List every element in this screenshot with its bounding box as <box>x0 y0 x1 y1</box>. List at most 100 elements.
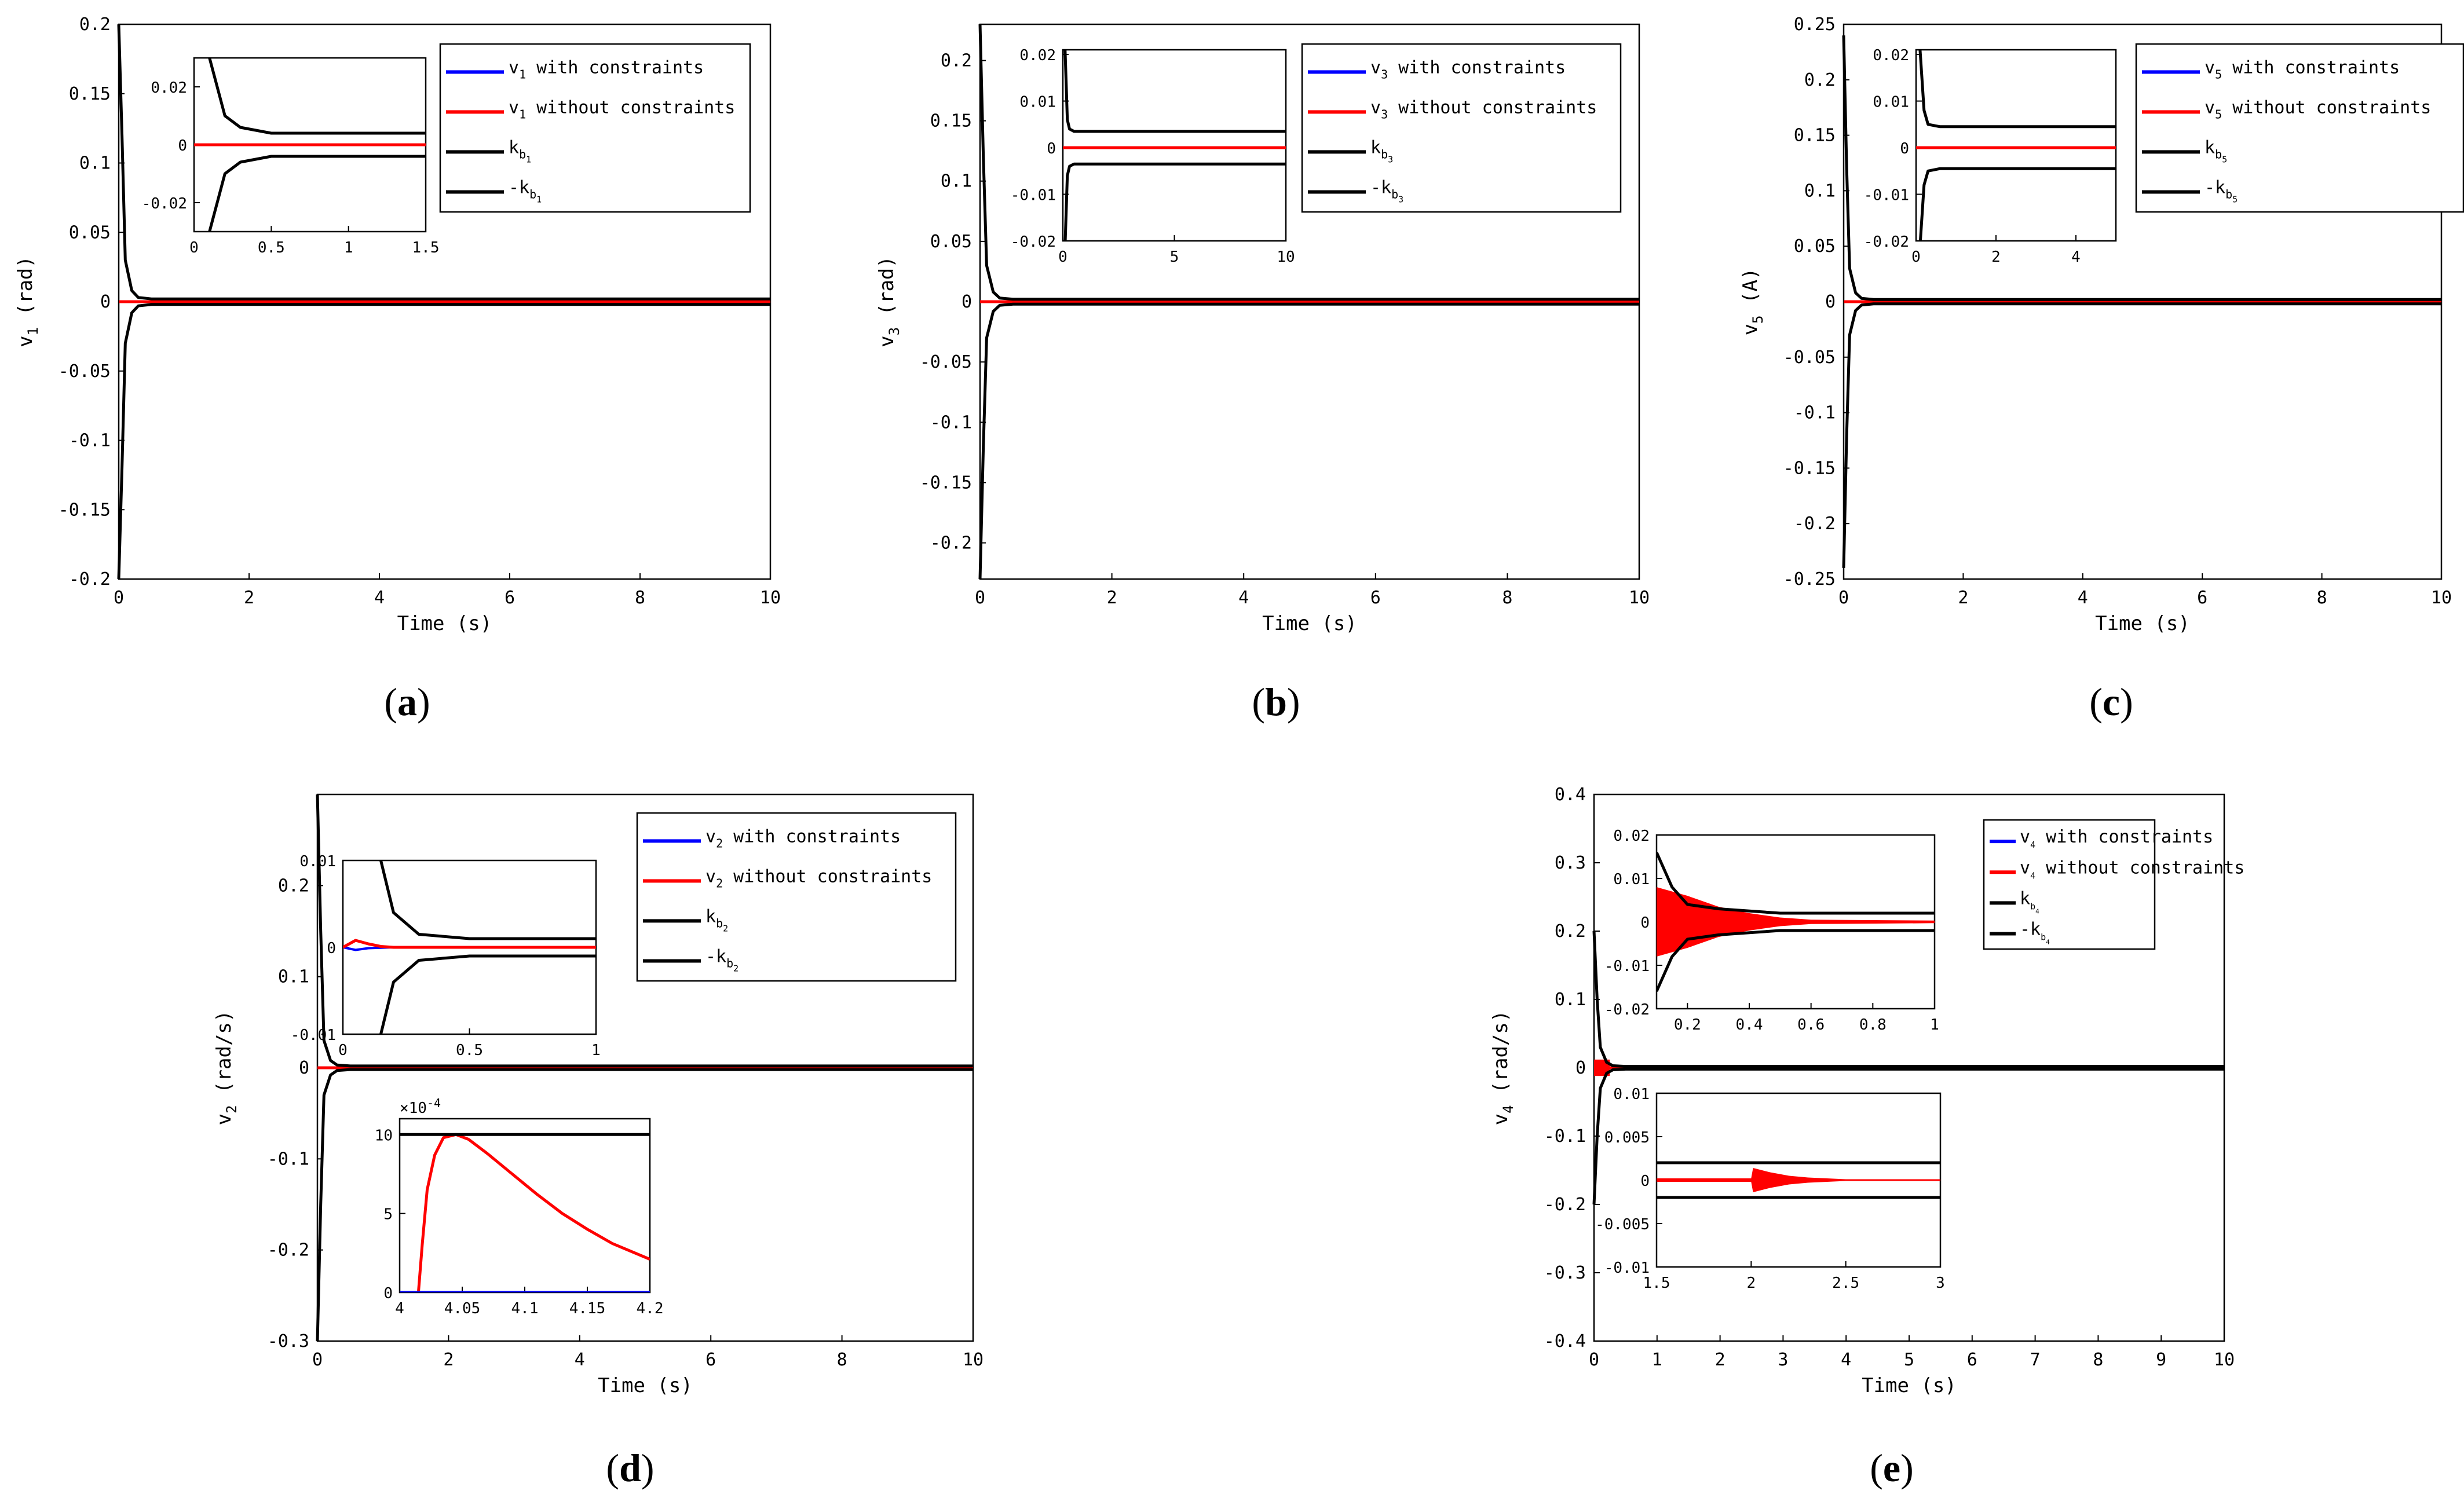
legend-label: v5 without constraints <box>2205 97 2431 121</box>
inset-ytick-label: 0 <box>1640 914 1650 932</box>
main-ytick-label: 0 <box>299 1058 309 1078</box>
inset-ytick-label: -0.01 <box>1011 187 1056 204</box>
main-xtick-label: 6 <box>705 1350 716 1370</box>
inset-xtick-label: 4 <box>395 1300 404 1317</box>
inset-plot <box>1657 851 1935 992</box>
caption-letter: d <box>619 1446 641 1490</box>
main-ytick-label: 0.05 <box>930 232 972 252</box>
inset: 1.5 2 2.5 3 -0.01 -0.005 0 0.005 0.01 <box>1595 1086 1945 1292</box>
inset-xtick-label: 0.8 <box>1859 1016 1887 1034</box>
chart-e: 0 1 2 3 4 5 6 7 8 9 10-0.4-0.3-0.2-0.100.10.20.30.… <box>1489 785 2244 1490</box>
inset: 0 2 4 -0.02 -0.01 0 0.01 0.02 <box>1864 47 2117 266</box>
inset-series-kb-upper <box>208 58 426 135</box>
main-ytick-label: -0.2 <box>930 533 972 554</box>
main-ytick-label: -0.25 <box>1783 569 1836 589</box>
legend-label: -kb2 <box>705 946 739 973</box>
main-ytick-label: 0.15 <box>69 84 111 104</box>
inset-ytick-label: 0 <box>1640 1173 1650 1190</box>
inset-frame <box>1915 49 2117 242</box>
legend-var: -k <box>2020 919 2041 939</box>
legend-var: v <box>2020 858 2030 878</box>
panel-caption: (e) <box>1870 1446 1914 1490</box>
inset-ytick-label: 5 <box>383 1206 393 1224</box>
caption-paren: ) <box>1900 1446 1914 1490</box>
main-xtick-label: 8 <box>635 588 645 608</box>
inset-ytick-label: -0.02 <box>1604 1001 1650 1019</box>
inset-series-kb-upper <box>1063 50 1286 133</box>
legend-text: without constraints <box>526 97 735 118</box>
legend-label: v4 with constraints <box>2020 827 2213 850</box>
legend-sub: 2 <box>716 876 723 890</box>
y-axis-label-unit: (rad) <box>875 256 898 327</box>
inset-series-kb-upper <box>1918 50 2116 129</box>
legend-sub: b <box>2041 932 2046 942</box>
inset-xtick-label: 0 <box>1911 248 1921 266</box>
caption-paren: ) <box>641 1446 655 1490</box>
inset-ytick-label: 0.02 <box>1613 827 1650 845</box>
inset-xtick-label: 10 <box>1277 248 1295 266</box>
y-axis-label-sub: 4 <box>1500 1105 1516 1113</box>
inset-ytick-label: -0.02 <box>1011 233 1056 251</box>
main-xtick-label: 8 <box>1502 588 1512 608</box>
x-axis-label: Time (s) <box>598 1374 693 1397</box>
main-ytick-label: -0.3 <box>1544 1263 1586 1283</box>
legend-sub: 2 <box>716 836 723 850</box>
inset-multiplier-base: ×10 <box>400 1100 427 1117</box>
main-xtick-label: 6 <box>1370 588 1381 608</box>
main-ytick-label: -0.15 <box>1783 458 1836 478</box>
main-ytick-label: 0 <box>1825 292 1836 312</box>
inset-series-kb-lower <box>379 954 596 1034</box>
legend-subsub: 5 <box>2232 194 2238 204</box>
inset-series-oscillation <box>1657 1168 1940 1192</box>
legend-label: v1 without constraints <box>509 97 735 121</box>
main-xtick-label: 4 <box>2078 588 2088 608</box>
legend-var: k <box>509 137 519 158</box>
inset-xtick-label: 4.2 <box>637 1300 664 1317</box>
caption-paren: ) <box>2120 680 2133 724</box>
panel-caption: (c) <box>2089 680 2133 724</box>
main-ytick-label: -0.05 <box>1783 347 1836 368</box>
legend-var: v <box>705 826 716 847</box>
y-axis-label: v4 (rad/s) <box>1489 1010 1516 1126</box>
caption-letter: e <box>1883 1446 1900 1490</box>
main-ytick-label: -0.4 <box>1544 1331 1586 1352</box>
legend-subsub: 1 <box>526 154 531 164</box>
series-kb-lower <box>978 302 1639 580</box>
legend-label: -kb3 <box>1370 177 1403 204</box>
inset-series-kb-lower <box>208 155 426 232</box>
legend-var: v <box>2205 57 2215 78</box>
y-axis-label: v1 (rad) <box>14 256 41 347</box>
main-ytick-label: -0.2 <box>1544 1195 1586 1215</box>
inset-ytick-label: 0.02 <box>1873 47 1909 64</box>
main-xtick-label: 8 <box>2093 1350 2103 1370</box>
main-ytick-label: -0.1 <box>268 1149 309 1169</box>
inset-ytick-label: -0.02 <box>1864 233 1909 251</box>
inset-ytick-label: 0 <box>327 940 336 957</box>
inset-xtick-label: 0.6 <box>1797 1016 1825 1034</box>
inset-xtick-label: 4 <box>2071 248 2081 266</box>
y-axis-label-var: v <box>1739 324 1762 335</box>
main-xtick-label: 10 <box>963 1350 984 1370</box>
inset-xtick-label: 0 <box>1058 248 1068 266</box>
legend: v1 with constraints v1 without constraint… <box>439 43 751 213</box>
main-xtick-label: 0 <box>114 588 124 608</box>
inset-ytick-label: 0 <box>383 1285 393 1302</box>
main-xtick-label: 10 <box>760 588 781 608</box>
main-xtick-label: 0 <box>975 588 985 608</box>
legend-var: -k <box>2205 177 2225 197</box>
series-kb-upper <box>1842 35 2441 301</box>
legend-label: v1 with constraints <box>509 57 704 81</box>
legend-label: v3 with constraints <box>1370 57 1566 81</box>
inset-multiplier: ×10-4 <box>400 1096 441 1117</box>
y-axis-label-var: v <box>875 335 898 347</box>
y-axis-label: v3 (rad) <box>875 256 902 347</box>
legend-sub: 4 <box>2030 840 2035 850</box>
main-ytick-label: 0 <box>1575 1058 1586 1078</box>
main-xtick-label: 2 <box>1715 1350 1725 1370</box>
legend-sub: 5 <box>2215 107 2222 121</box>
main-ytick-label: 0 <box>100 292 111 312</box>
main-xtick-label: 8 <box>837 1350 847 1370</box>
inset-ytick-label: 0.01 <box>299 853 336 870</box>
